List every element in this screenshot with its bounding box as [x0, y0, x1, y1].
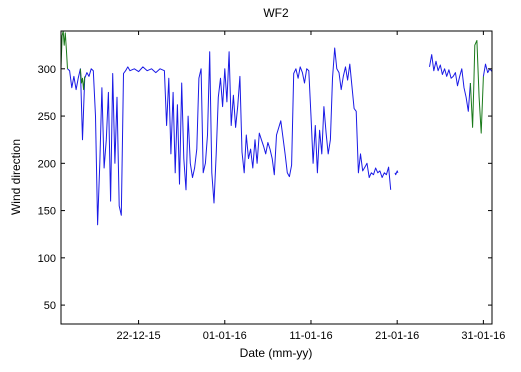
series-1-line-2 — [394, 170, 399, 176]
y-tick-label: 300 — [38, 64, 56, 76]
series-1-line-1 — [67, 47, 392, 226]
plot-area — [60, 30, 493, 325]
series-layer — [61, 31, 492, 226]
series-2-line-3 — [469, 40, 484, 134]
series-2-line-4 — [491, 71, 492, 81]
x-tick-label: 22-12-15 — [117, 330, 161, 342]
x-tick-label: 11-01-16 — [289, 330, 332, 342]
y-axis-label: Wind direction — [9, 139, 23, 215]
x-axis-label: Date (mm-yy) — [240, 346, 313, 360]
series-2-line-2 — [79, 68, 86, 91]
chart-title: WF2 — [263, 6, 289, 20]
y-tick-label: 100 — [38, 253, 56, 265]
x-tick-label: 01-01-16 — [203, 330, 247, 342]
series-1-line-4 — [482, 63, 492, 77]
y-tick-label: 150 — [38, 206, 56, 218]
x-tick-label: 31-01-16 — [461, 330, 505, 342]
y-axis: 50 100 150 200 250 300 — [38, 64, 492, 312]
x-tick-label: 21-01-16 — [375, 330, 419, 342]
series-2-line-1 — [61, 31, 68, 69]
y-tick-label: 200 — [38, 158, 56, 170]
series-1-line-3 — [429, 54, 471, 112]
plot-frame — [60, 30, 493, 325]
y-tick-label: 250 — [38, 111, 56, 123]
y-tick-label: 50 — [44, 300, 56, 312]
x-axis: 22-12-15 01-01-16 11-01-16 21-01-16 31-01-16 — [117, 31, 505, 342]
